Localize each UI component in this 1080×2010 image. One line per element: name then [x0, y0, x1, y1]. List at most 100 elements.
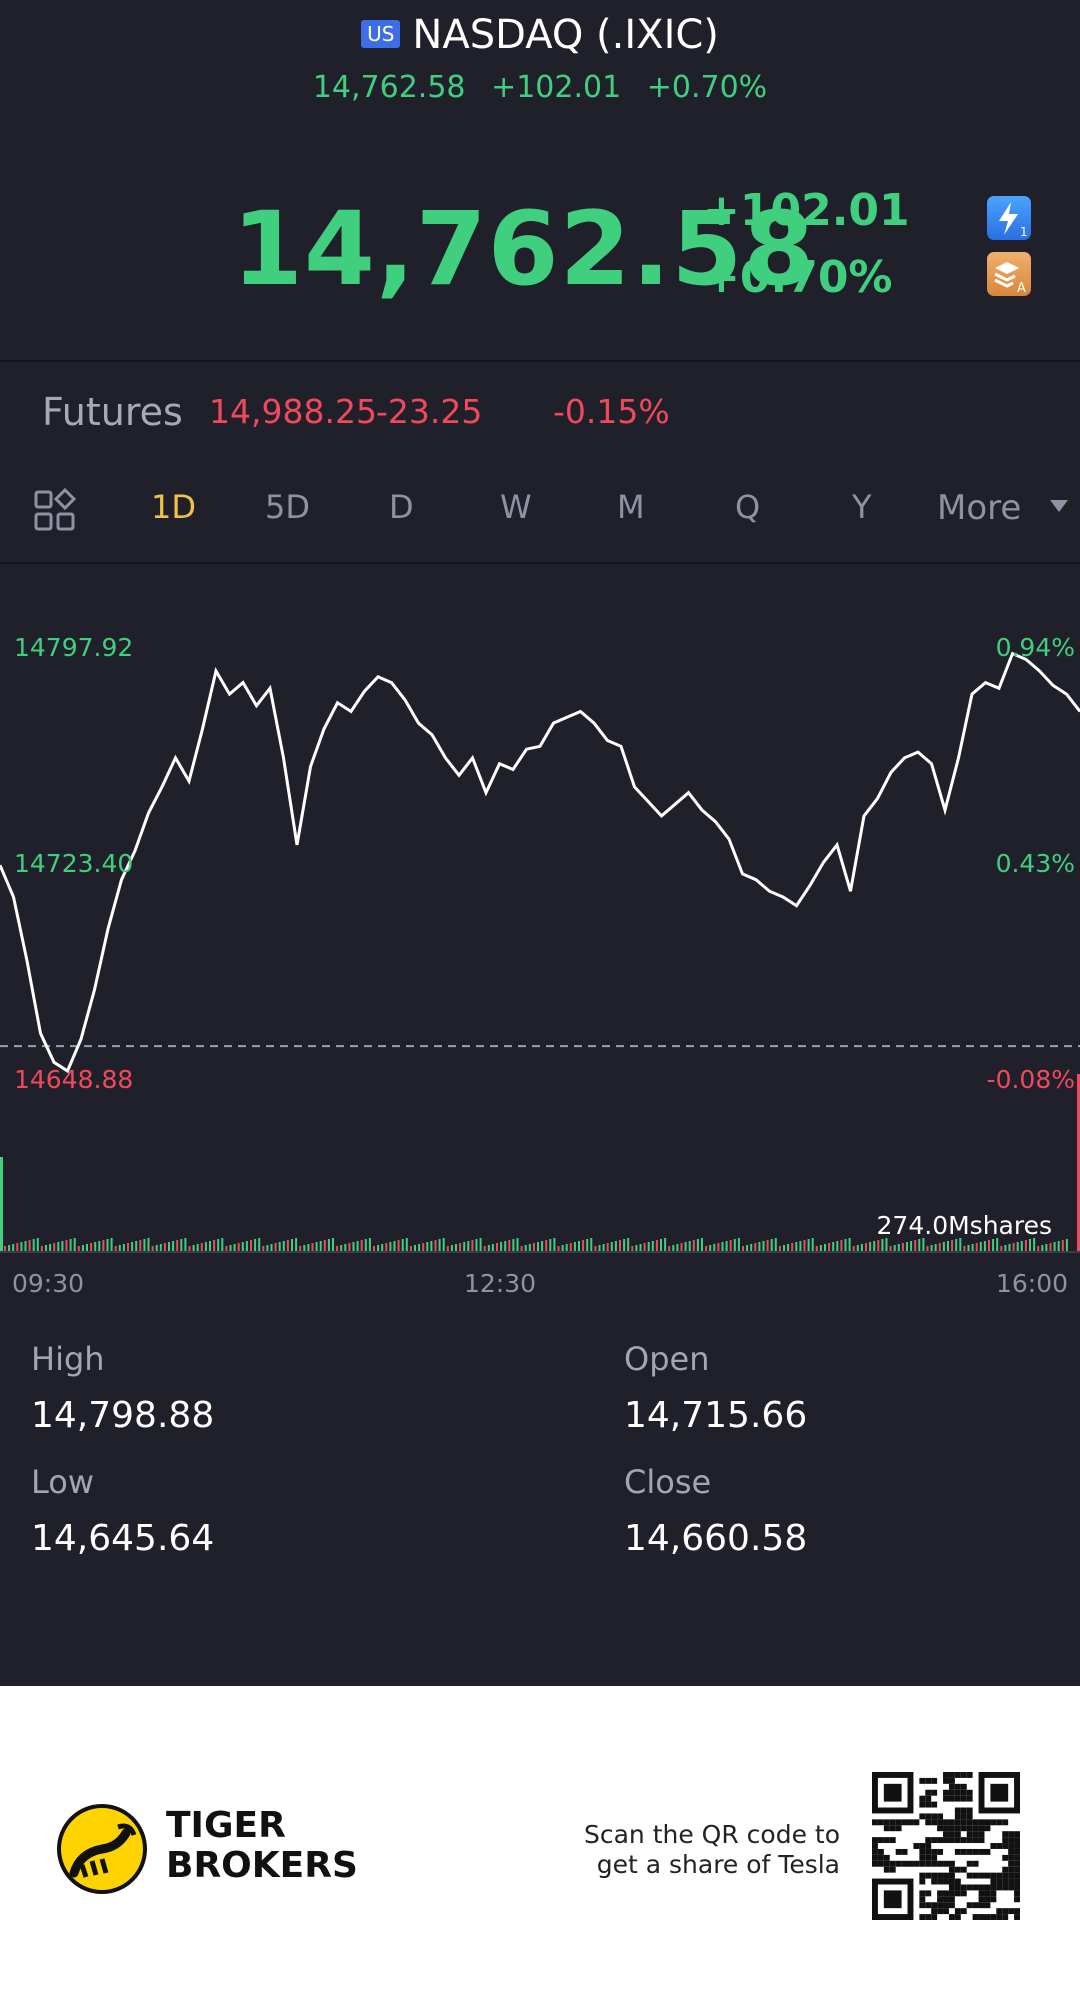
qr-module	[978, 1825, 985, 1832]
qr-finder	[990, 1783, 1009, 1802]
volume-bar	[951, 1240, 954, 1252]
qr-module	[948, 1872, 955, 1879]
volume-bar	[721, 1242, 724, 1252]
volume-bar	[651, 1241, 654, 1252]
qr-module	[895, 1819, 902, 1826]
divider	[0, 562, 1080, 564]
volume-bar	[602, 1244, 605, 1252]
current-price: 14,762.58	[232, 190, 816, 309]
volume-bar	[664, 1238, 667, 1252]
qr-module	[990, 1896, 997, 1903]
layout-grid-icon[interactable]	[34, 487, 78, 532]
brand-line-2: BROKERS	[166, 1845, 358, 1886]
volume-bar	[930, 1245, 933, 1252]
qr-module	[913, 1843, 920, 1849]
tab-q[interactable]: Q	[735, 488, 761, 526]
tab-d[interactable]: D	[389, 488, 414, 526]
volume-bar	[184, 1238, 187, 1252]
intraday-chart[interactable]: 14797.92 14723.40 14648.88 0.94% 0.43% -…	[0, 562, 1080, 1302]
qr-module	[931, 1872, 938, 1879]
volume-bar	[860, 1244, 863, 1252]
qr-caption-line-2: get a share of Tesla	[596, 1850, 840, 1879]
open-label: Open	[624, 1340, 710, 1378]
tab-5d[interactable]: 5D	[265, 488, 310, 526]
chevron-down-icon[interactable]	[1050, 500, 1068, 512]
volume-bar	[852, 1246, 855, 1252]
lightning-level-icon[interactable]: 1	[987, 196, 1031, 240]
volume-bar	[311, 1243, 314, 1252]
qr-module	[996, 1914, 1003, 1920]
volume-bar	[889, 1246, 892, 1252]
volume-bar	[16, 1243, 19, 1252]
volume-bar	[623, 1239, 626, 1252]
volume-bar	[323, 1240, 326, 1252]
volume-bar	[778, 1246, 781, 1252]
qr-module	[925, 1813, 932, 1820]
qr-module	[919, 1896, 926, 1903]
qr-module	[954, 1783, 961, 1790]
brand-line-1: TIGER	[166, 1805, 286, 1846]
volume-bar	[688, 1241, 691, 1252]
tab-more[interactable]: More	[937, 488, 1022, 528]
volume-bar	[573, 1242, 576, 1252]
volume-bar	[590, 1238, 593, 1252]
qr-code[interactable]	[872, 1772, 1020, 1920]
volume-bar	[733, 1239, 736, 1252]
qr-module	[954, 1772, 961, 1778]
volume-bar	[938, 1243, 941, 1252]
qr-module	[925, 1872, 932, 1879]
volume-bar	[979, 1242, 982, 1252]
layers-a-icon[interactable]: A	[987, 252, 1031, 296]
x-tick-open: 09:30	[12, 1269, 84, 1298]
qr-module	[937, 1860, 944, 1867]
qr-module	[1014, 1872, 1020, 1879]
qr-module	[1014, 1848, 1020, 1855]
tab-1d[interactable]: 1D	[151, 488, 196, 526]
qr-module	[978, 1872, 985, 1879]
volume-bar	[729, 1240, 732, 1252]
volume-close-bar	[1077, 1074, 1080, 1252]
qr-module	[925, 1860, 932, 1867]
volume-bar	[717, 1243, 720, 1252]
volume-bar	[770, 1239, 773, 1252]
volume-bar	[1057, 1241, 1060, 1252]
volume-bar	[286, 1240, 289, 1252]
volume-bar	[660, 1239, 662, 1252]
qr-module	[937, 1908, 944, 1915]
volume-bar	[426, 1242, 429, 1252]
volume-bar	[397, 1240, 400, 1252]
qr-module	[948, 1831, 955, 1838]
tab-m[interactable]: M	[617, 488, 645, 526]
qr-module	[978, 1890, 985, 1897]
tab-y[interactable]: Y	[852, 488, 872, 526]
volume-bars	[4, 1238, 1068, 1252]
volume-bar	[40, 1246, 43, 1252]
tab-w[interactable]: W	[500, 488, 532, 526]
qr-module	[996, 1819, 1003, 1826]
volume-bar	[569, 1243, 572, 1252]
volume-bar	[512, 1239, 515, 1252]
volume-bar	[4, 1246, 6, 1252]
qr-module	[943, 1772, 949, 1778]
qr-module	[925, 1789, 932, 1796]
volume-bar	[610, 1242, 613, 1252]
volume-bar	[713, 1244, 716, 1252]
qr-module	[872, 1860, 878, 1867]
qr-module	[931, 1860, 938, 1867]
volume-bar	[61, 1241, 64, 1252]
qr-module	[1002, 1819, 1009, 1826]
volume-bar	[1012, 1243, 1015, 1252]
volume-bar	[319, 1241, 322, 1252]
volume-bar	[229, 1245, 232, 1252]
qr-module	[1002, 1866, 1009, 1873]
qr-module	[948, 1819, 955, 1826]
volume-bar	[496, 1243, 498, 1252]
qr-module	[966, 1789, 973, 1796]
volume-bar	[1037, 1246, 1040, 1252]
qr-module	[966, 1819, 973, 1826]
qr-module	[972, 1914, 979, 1920]
volume-bar	[270, 1244, 273, 1252]
qr-module	[966, 1813, 973, 1820]
volume-bar	[1049, 1243, 1052, 1252]
qr-module	[895, 1848, 902, 1855]
